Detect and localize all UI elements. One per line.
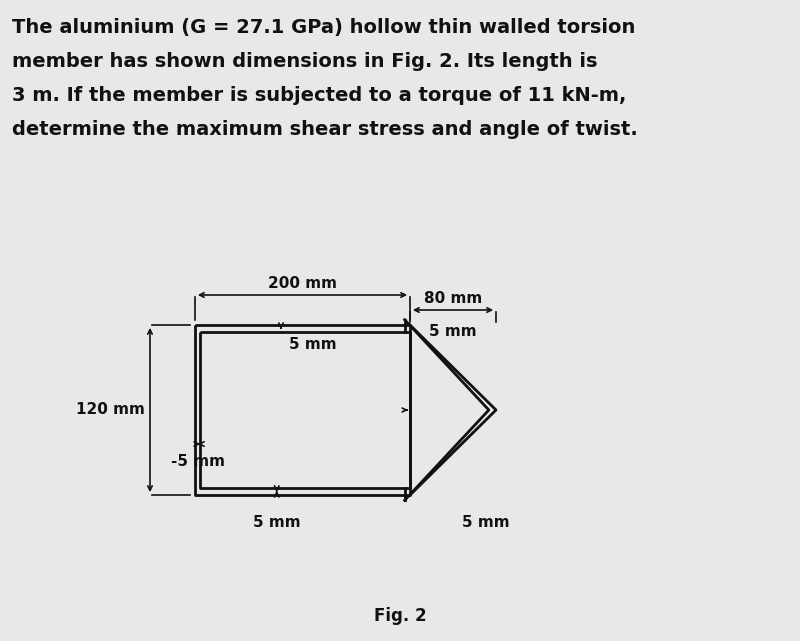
Text: 80 mm: 80 mm [424, 291, 482, 306]
Text: 5 mm: 5 mm [289, 337, 337, 352]
Text: 120 mm: 120 mm [76, 403, 145, 417]
Text: 200 mm: 200 mm [268, 276, 337, 291]
Text: 5 mm: 5 mm [462, 515, 510, 530]
Text: determine the maximum shear stress and angle of twist.: determine the maximum shear stress and a… [12, 120, 638, 139]
Text: 3 m. If the member is subjected to a torque of 11 kN-m,: 3 m. If the member is subjected to a tor… [12, 86, 626, 105]
Text: Fig. 2: Fig. 2 [374, 607, 426, 625]
Text: 5 mm: 5 mm [429, 324, 477, 339]
Text: -5 mm: -5 mm [170, 454, 225, 469]
Text: member has shown dimensions in Fig. 2. Its length is: member has shown dimensions in Fig. 2. I… [12, 52, 598, 71]
Text: 5 mm: 5 mm [253, 515, 301, 530]
Text: The aluminium (G = 27.1 GPa) hollow thin walled torsion: The aluminium (G = 27.1 GPa) hollow thin… [12, 18, 635, 37]
